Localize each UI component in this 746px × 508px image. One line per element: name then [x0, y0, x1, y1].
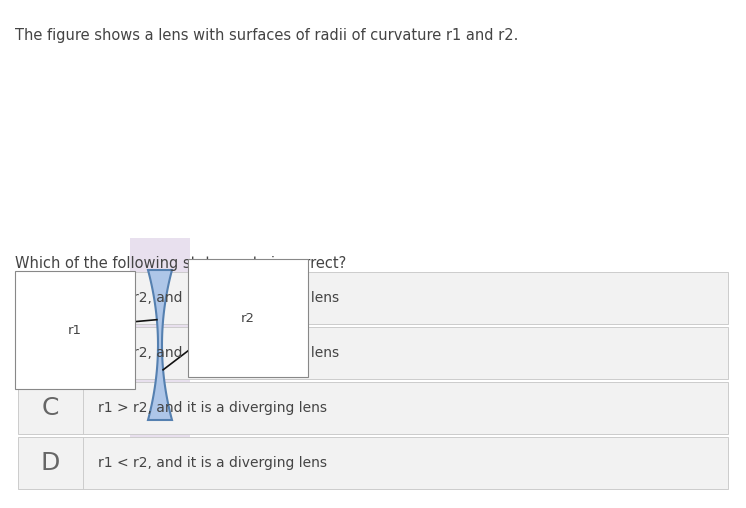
- FancyBboxPatch shape: [18, 382, 728, 434]
- Text: r1 < r2, and it is a converging lens: r1 < r2, and it is a converging lens: [98, 346, 339, 360]
- Text: D: D: [41, 451, 60, 475]
- Text: r2: r2: [241, 311, 255, 325]
- FancyBboxPatch shape: [18, 272, 728, 324]
- Text: r1: r1: [68, 324, 82, 336]
- Polygon shape: [148, 270, 172, 420]
- FancyBboxPatch shape: [18, 437, 728, 489]
- Text: B: B: [42, 341, 59, 365]
- FancyBboxPatch shape: [18, 327, 728, 379]
- FancyBboxPatch shape: [130, 238, 190, 453]
- Text: r1 < r2, and it is a diverging lens: r1 < r2, and it is a diverging lens: [98, 456, 327, 470]
- Text: C: C: [42, 396, 59, 420]
- Text: The figure shows a lens with surfaces of radii of curvature r1 and r2.: The figure shows a lens with surfaces of…: [15, 28, 518, 43]
- Text: Which of the following statements is correct?: Which of the following statements is cor…: [15, 256, 346, 271]
- Text: A: A: [42, 286, 59, 310]
- Text: r1 > r2, and it is a diverging lens: r1 > r2, and it is a diverging lens: [98, 401, 327, 415]
- Text: r1 > r2, and it is a converging lens: r1 > r2, and it is a converging lens: [98, 291, 339, 305]
